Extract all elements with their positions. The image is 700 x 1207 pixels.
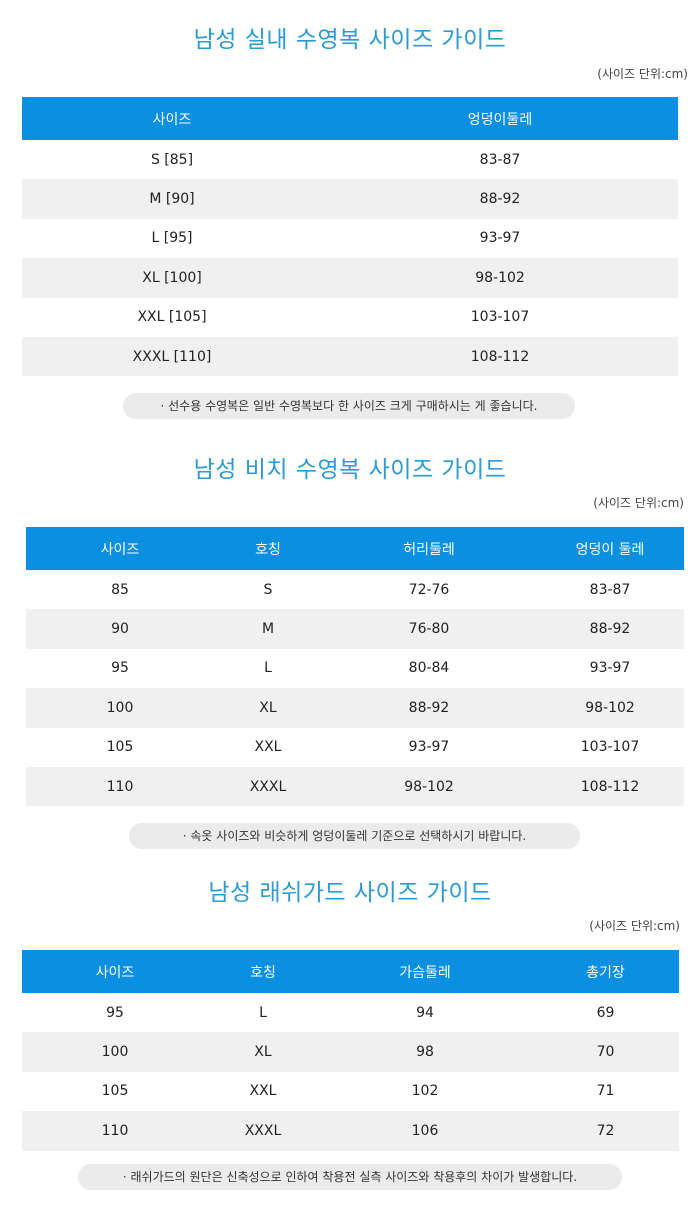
table-row: 110 XXXL 106 72 xyxy=(22,1111,679,1151)
size-table: 사이즈 호칭 가슴둘레 총기장 95 L 94 69 100 XL 98 70 105 XXL 102 71 1… xyxy=(22,950,679,1151)
table-cell: 98-102 xyxy=(322,258,678,298)
table-row: 90 M 76-80 88-92 xyxy=(26,609,684,649)
table-cell: 100 xyxy=(22,1032,208,1072)
table-row: M [90] 88-92 xyxy=(22,179,678,219)
size-table: 사이즈 호칭 허리둘레 엉덩이 둘레 85 S 72-76 83-87 90 M 76-80 88-9… xyxy=(26,527,684,807)
column-header: 엉덩이 둘레 xyxy=(536,527,684,570)
table-cell: 106 xyxy=(318,1111,532,1151)
table-cell: M xyxy=(214,609,322,649)
table-cell: XL xyxy=(208,1032,318,1072)
table-cell: 70 xyxy=(532,1032,679,1072)
table-cell: 93-97 xyxy=(408,739,450,756)
table-cell: 95 xyxy=(106,1004,124,1021)
table-row: L [95] 93-97 xyxy=(22,219,678,258)
table-row: 105 XXL 93-97 103-107 xyxy=(26,728,684,767)
column-header: 사이즈 xyxy=(22,97,322,140)
column-header: 사이즈 xyxy=(26,527,214,570)
table-row: XXL [105] 103-107 xyxy=(22,298,678,337)
unit-label: (사이즈 단위:cm) xyxy=(593,496,684,510)
table-cell: 90 xyxy=(26,609,214,649)
table-cell: 105 xyxy=(101,1083,129,1100)
table-cell: 100 xyxy=(26,688,214,728)
table-cell: 83-87 xyxy=(479,151,521,168)
note: · 선수용 수영복은 일반 수영복보다 한 사이즈 크게 구매하시는 게 좋습니… xyxy=(123,393,575,419)
column-header: 호칭 xyxy=(214,527,322,570)
table-cell: 69 xyxy=(596,1004,615,1021)
table-cell: 108-112 xyxy=(536,766,684,807)
table-cell: 110 xyxy=(22,1111,208,1151)
table-row: 85 S 72-76 83-87 xyxy=(26,570,684,609)
unit-label: (사이즈 단위:cm) xyxy=(589,919,680,933)
section-title: 남성 실내 수영복 사이즈 가이드 xyxy=(193,27,507,53)
table-cell: 85 xyxy=(111,581,129,598)
table-cell: L [95] xyxy=(151,230,193,247)
column-header: 총기장 xyxy=(532,950,679,993)
table-cell: XXL xyxy=(254,739,282,756)
note: · 래쉬가드의 원단은 신축성으로 인하여 착용전 실측 사이즈와 착용후의 차… xyxy=(78,1164,622,1190)
table-cell: XXL xyxy=(249,1083,277,1100)
table-cell: XXXL xyxy=(214,766,322,807)
table-row: 95 L 94 69 xyxy=(22,993,679,1032)
table-cell: 80-84 xyxy=(408,660,450,677)
table-cell: L xyxy=(259,1004,267,1021)
table-cell: XL xyxy=(214,688,322,728)
table-cell: 94 xyxy=(416,1004,434,1021)
table-row: XL [100] 98-102 xyxy=(22,258,678,298)
table-row: 100 XL 98 70 xyxy=(22,1032,679,1072)
table-row: 100 XL 88-92 98-102 xyxy=(26,688,684,728)
table-cell: 93-97 xyxy=(589,660,631,677)
table-cell: 72 xyxy=(532,1111,679,1151)
table-cell: 98 xyxy=(318,1032,532,1072)
table-row: 110 XXXL 98-102 108-112 xyxy=(26,766,684,807)
table-cell: XXXL xyxy=(208,1111,318,1151)
table-cell: 71 xyxy=(596,1083,615,1100)
table-row: 95 L 80-84 93-97 xyxy=(26,649,684,688)
column-header: 엉덩이둘레 xyxy=(322,97,678,140)
table-cell: 105 xyxy=(106,739,134,756)
header-row: 사이즈 호칭 가슴둘레 총기장 xyxy=(22,950,679,993)
table-cell: 88-92 xyxy=(536,609,684,649)
table-row: 105 XXL 102 71 xyxy=(22,1072,679,1111)
table-cell: 103-107 xyxy=(470,309,530,326)
table-cell: 95 xyxy=(111,660,129,677)
header-row: 사이즈 엉덩이둘레 xyxy=(22,97,678,140)
table-cell: 76-80 xyxy=(322,609,536,649)
table-cell: 108-112 xyxy=(322,336,678,377)
table-cell: 98-102 xyxy=(536,688,684,728)
table-cell: 102 xyxy=(411,1083,439,1100)
table-cell: S xyxy=(263,581,273,598)
table-cell: XL [100] xyxy=(22,258,322,298)
section-title: 남성 비치 수영복 사이즈 가이드 xyxy=(193,457,507,483)
table-cell: 110 xyxy=(26,766,214,807)
table-cell: 98-102 xyxy=(322,766,536,807)
table-cell: 88-92 xyxy=(322,179,678,219)
table-cell: 93-97 xyxy=(479,230,521,247)
table-cell: 103-107 xyxy=(580,739,640,756)
table-cell: 83-87 xyxy=(589,581,631,598)
column-header: 호칭 xyxy=(208,950,318,993)
column-header: 사이즈 xyxy=(22,950,208,993)
size-table: 사이즈 엉덩이둘레 S [85] 83-87 M [90] 88-92 L [95] 93-9… xyxy=(22,97,678,377)
column-header: 허리둘레 xyxy=(322,527,536,570)
section-title: 남성 래쉬가드 사이즈 가이드 xyxy=(208,880,492,906)
table-cell: S [85] xyxy=(150,151,194,168)
table-cell: XXXL [110] xyxy=(22,336,322,377)
note: · 속옷 사이즈와 비슷하게 엉덩이둘레 기준으로 선택하시기 바랍니다. xyxy=(129,823,580,849)
header-row: 사이즈 호칭 허리둘레 엉덩이 둘레 xyxy=(26,527,684,570)
column-header: 가슴둘레 xyxy=(318,950,532,993)
table-row: S [85] 83-87 xyxy=(22,140,678,179)
table-cell: 72-76 xyxy=(408,581,450,598)
unit-label: (사이즈 단위:cm) xyxy=(597,67,688,81)
table-row: XXXL [110] 108-112 xyxy=(22,336,678,377)
table-cell: L xyxy=(264,660,272,677)
table-cell: 88-92 xyxy=(322,688,536,728)
table-cell: XXL [105] xyxy=(137,309,207,326)
table-cell: M [90] xyxy=(22,179,322,219)
